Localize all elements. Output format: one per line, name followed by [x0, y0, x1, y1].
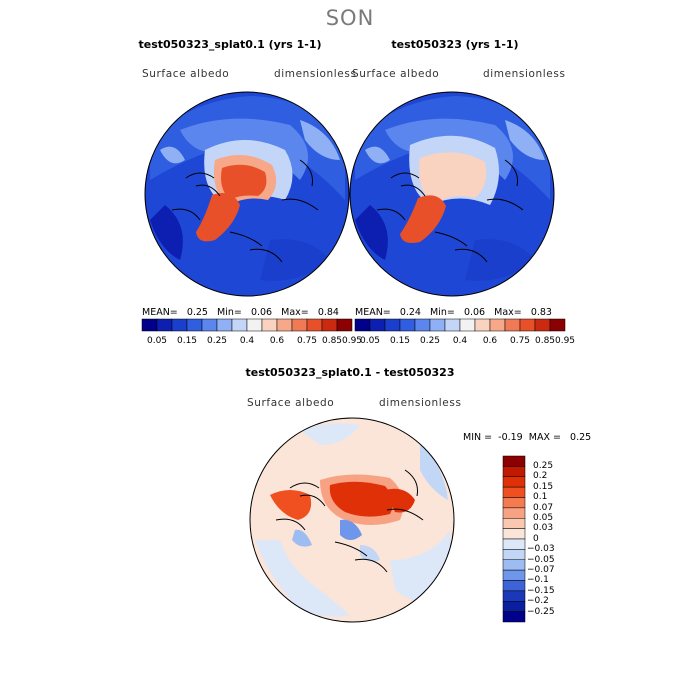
cb-tick: 0.85 — [321, 336, 343, 346]
diff-colorbar-swatch — [502, 497, 526, 509]
diff-cb-tick: 0.03 — [533, 523, 554, 533]
cb-tick: 0.6 — [482, 336, 498, 346]
cb-tick: 0.25 — [419, 336, 441, 346]
diff-cb-tick: −0.25 — [527, 607, 555, 617]
cb-tick: 0.05 — [146, 336, 168, 346]
panel2-title: test050323 (yrs 1-1) — [391, 38, 519, 51]
diff-colorbar-ticks: 0.25 0.2 0.15 0.1 0.07 0.05 0.03 0 −0.03… — [527, 456, 593, 622]
cb-tick: 0.4 — [239, 336, 255, 346]
diff-colorbar-swatch — [502, 486, 526, 498]
diff-cb-tick: 0.1 — [533, 492, 548, 502]
diff-cb-tick: 0.2 — [533, 471, 548, 481]
season-title: SON — [325, 6, 375, 30]
cb-tick: 0.85 — [534, 336, 556, 346]
diff-colorbar-swatch — [502, 601, 526, 612]
cb-tick: 0.15 — [176, 336, 198, 346]
diff-cb-tick: 0 — [533, 534, 539, 544]
cb-tick: 0.6 — [269, 336, 285, 346]
diff-colorbar-swatch — [502, 518, 526, 529]
diff-cb-tick: −0.03 — [527, 544, 555, 554]
diff-variable: Surface albedo — [247, 397, 335, 409]
diff-colorbar-swatch — [502, 538, 526, 550]
diff-cb-tick: −0.15 — [527, 586, 555, 596]
diff-cb-tick: 0.05 — [533, 513, 554, 523]
panel1-stats: MEAN= 0.25 Min= 0.06 Max= 0.84 — [142, 307, 339, 318]
diff-colorbar-swatch — [502, 590, 526, 602]
diff-colorbar-swatch — [502, 549, 526, 560]
cb-tick: 0.25 — [206, 336, 228, 346]
diff-cb-tick: −0.07 — [527, 565, 555, 575]
diff-title: test050323_splat0.1 - test050323 — [245, 366, 455, 379]
panel2-stats: MEAN= 0.24 Min= 0.06 Max= 0.83 — [355, 307, 552, 318]
diff-colorbar-swatch — [502, 507, 526, 519]
cb-tick: 0.05 — [359, 336, 381, 346]
diff-colorbar-swatch — [502, 455, 526, 467]
panel2-variable: Surface albedo — [352, 68, 440, 80]
panel2-colorbar — [354, 318, 566, 332]
diff-minmax: MIN = -0.19 MAX = 0.25 — [463, 432, 592, 443]
cb-tick: 0.95 — [554, 336, 576, 346]
panel1-colorbar — [141, 318, 353, 332]
diff-cb-tick: 0.07 — [533, 503, 554, 513]
diff-colorbar-swatch — [502, 580, 526, 592]
diff-cb-tick: −0.2 — [527, 596, 549, 606]
cb-tick: 0.95 — [341, 336, 363, 346]
diff-colorbar-swatch — [502, 559, 526, 571]
cb-tick: 0.15 — [389, 336, 411, 346]
panel2-units: dimensionless — [483, 68, 566, 80]
panel2-colorbar-ticks: 0.05 0.15 0.25 0.4 0.6 0.75 0.85 0.95 — [355, 336, 575, 348]
panel1-variable: Surface albedo — [142, 68, 230, 80]
diff-colorbar — [502, 455, 526, 623]
diff-cb-tick: 0.25 — [533, 461, 554, 471]
diff-colorbar-swatch — [502, 476, 526, 488]
panel1-colorbar-ticks: 0.05 0.15 0.25 0.4 0.6 0.75 0.85 0.95 — [142, 336, 362, 348]
colorbar-swatch — [336, 318, 353, 332]
diff-colorbar-swatch — [502, 611, 526, 623]
cb-tick: 0.75 — [509, 336, 531, 346]
colorbar-swatch — [549, 318, 566, 332]
panel1-units: dimensionless — [274, 68, 357, 80]
diff-colorbar-swatch — [502, 528, 526, 540]
diff-cb-tick: −0.05 — [527, 555, 555, 565]
diff-colorbar-swatch — [502, 466, 526, 477]
diff-cb-tick: 0.15 — [533, 482, 554, 492]
diff-colorbar-swatch — [502, 569, 526, 581]
cb-tick: 0.4 — [452, 336, 468, 346]
panel1-title: test050323_splat0.1 (yrs 1-1) — [138, 38, 322, 51]
cb-tick: 0.75 — [296, 336, 318, 346]
diff-cb-tick: −0.1 — [527, 575, 549, 585]
diff-units: dimensionless — [379, 397, 462, 409]
